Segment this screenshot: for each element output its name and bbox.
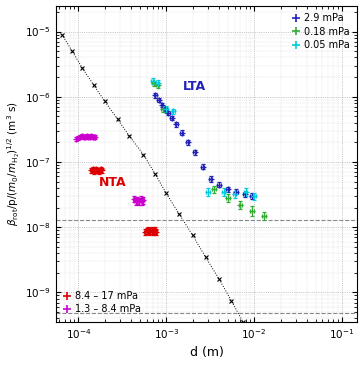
Text: NTA: NTA [99, 176, 126, 189]
Y-axis label: $\beta_{\rm rot}$/p/$(m_0/m_{\rm H_2})^{1/2}$ (m$^3$ s): $\beta_{\rm rot}$/p/$(m_0/m_{\rm H_2})^{… [5, 101, 23, 226]
Text: LTA: LTA [183, 80, 206, 93]
Legend: 8.4 – 17 mPa, 1.3 – 8.4 mPa: 8.4 – 17 mPa, 1.3 – 8.4 mPa [60, 287, 145, 318]
X-axis label: d (m): d (m) [189, 346, 224, 360]
